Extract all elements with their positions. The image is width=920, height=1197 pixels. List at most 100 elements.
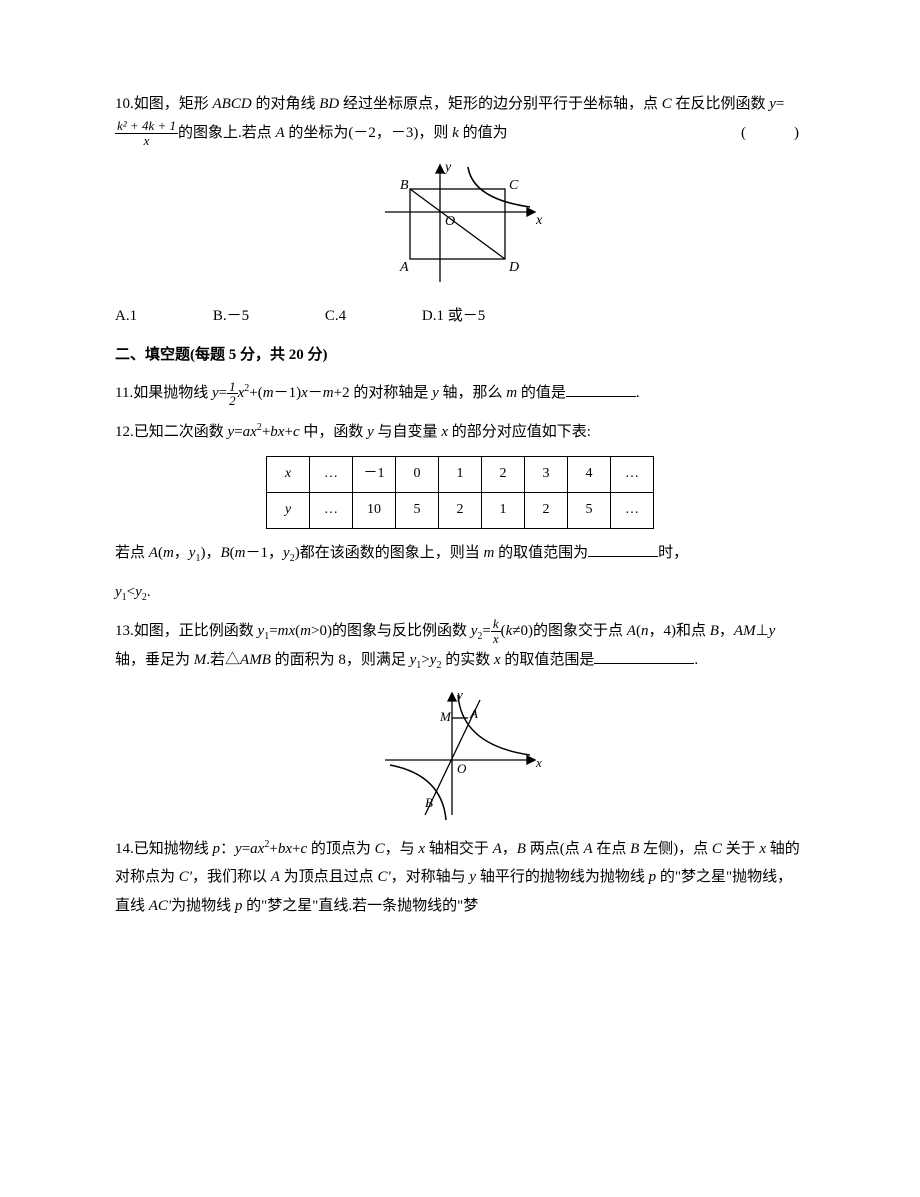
text: ，	[174, 545, 189, 561]
var: AMB	[240, 652, 271, 668]
var: y	[283, 545, 290, 561]
text: 的面积为 8，则满足	[271, 652, 410, 668]
blank	[566, 380, 636, 398]
var: C	[662, 96, 672, 112]
var: x	[494, 652, 501, 668]
label-y: y	[455, 687, 463, 702]
text: =	[482, 623, 490, 639]
var: A	[493, 841, 502, 857]
text: 为顶点且过点	[280, 869, 378, 885]
text: >	[421, 652, 429, 668]
var: m	[163, 545, 174, 561]
var: C	[375, 841, 385, 857]
text: >0)的图象与反比例函数	[311, 623, 471, 639]
text: ，	[719, 623, 734, 639]
var: p	[649, 869, 657, 885]
text: =	[242, 841, 250, 857]
var: C'	[179, 869, 192, 885]
label-y: y	[443, 160, 452, 175]
text: ：	[220, 841, 235, 857]
var: B	[220, 545, 229, 561]
var: y	[432, 385, 439, 401]
q11: 11.如果抛物线 y=12x2+(m－1)x－m+2 的对称轴是 y 轴，那么 …	[115, 379, 805, 408]
var: AC'	[149, 898, 171, 914]
text: 轴平行的抛物线为抛物线	[476, 869, 649, 885]
text: 的值是	[517, 385, 566, 401]
text: +	[284, 424, 292, 440]
text: +	[269, 841, 277, 857]
var: B	[710, 623, 719, 639]
var: mx	[278, 623, 296, 639]
var: ABCD	[213, 96, 252, 112]
text: －1	[246, 545, 269, 561]
q12-table: x…－101234… y…1052125…	[266, 456, 654, 528]
label-D: D	[508, 260, 519, 275]
text: ，	[268, 545, 283, 561]
text: ，与	[385, 841, 419, 857]
var: m	[506, 385, 517, 401]
text: 的对角线	[252, 96, 320, 112]
var: m	[300, 623, 311, 639]
choice-a: A.1	[115, 302, 137, 331]
text: 两点(点	[526, 841, 584, 857]
text: 的部分对应值如下表:	[448, 424, 591, 440]
q10-choices: A.1 B.－5 C.4 D.1 或－5	[115, 302, 805, 331]
q13-figure: M A O B x y	[115, 685, 805, 825]
text: 10.如图，矩形	[115, 96, 213, 112]
var: M	[194, 652, 207, 668]
var: BD	[319, 96, 339, 112]
var: k	[452, 125, 459, 141]
var: A	[627, 623, 636, 639]
var: C'	[377, 869, 390, 885]
text: 的图象上.若点	[178, 125, 276, 141]
blank	[594, 646, 694, 664]
var: m	[235, 545, 246, 561]
text: 与自变量	[374, 424, 442, 440]
blank	[588, 539, 658, 557]
text: －	[308, 385, 323, 401]
text: 经过坐标原点，矩形的边分别平行于坐标轴，点	[339, 96, 662, 112]
var: A	[583, 841, 592, 857]
text: ，	[502, 841, 517, 857]
q13: 13.如图，正比例函数 y1=mx(m>0)的图象与反比例函数 y2=kx(k≠…	[115, 617, 805, 675]
var: y	[769, 623, 776, 639]
q14: 14.已知抛物线 p：y=ax2+bx+c 的顶点为 C，与 x 轴相交于 A，…	[115, 835, 805, 921]
text: 在点	[593, 841, 631, 857]
text: <	[127, 584, 135, 600]
q10: 10.如图，矩形 ABCD 的对角线 BD 经过坐标原点，矩形的边分别平行于坐标…	[115, 90, 805, 147]
text: 的坐标为(－2，－3)，则	[285, 125, 453, 141]
text: ，对称轴与	[391, 869, 470, 885]
var: B	[517, 841, 526, 857]
text: 轴，那么	[439, 385, 507, 401]
text: 的取值范围为	[494, 545, 588, 561]
section-2-heading: 二、填空题(每题 5 分，共 20 分)	[115, 341, 805, 370]
fraction: k² + 4k + 1x	[115, 119, 178, 147]
text: .	[636, 385, 640, 401]
var: m	[263, 385, 274, 401]
var: A	[276, 125, 285, 141]
text: .	[147, 584, 151, 600]
text: 14.已知抛物线	[115, 841, 213, 857]
text: ，	[205, 545, 220, 561]
var: y	[235, 841, 242, 857]
label-M: M	[439, 709, 452, 724]
text: +2 的对称轴是	[334, 385, 432, 401]
fraction: kx	[491, 617, 501, 645]
var: c	[293, 424, 300, 440]
label-x: x	[535, 755, 542, 770]
text: 的值为	[459, 125, 508, 141]
var: y	[212, 385, 219, 401]
q12-line3: y1<y2.	[115, 578, 805, 607]
text: 若点	[115, 545, 149, 561]
text: 关于	[722, 841, 760, 857]
text: 的顶点为	[307, 841, 375, 857]
text: 的实数	[441, 652, 494, 668]
text: 都在该函数的图象上，则当	[300, 545, 484, 561]
text: 左侧)，点	[639, 841, 712, 857]
text: ，我们称以	[192, 869, 271, 885]
answer-paren: ( )	[741, 119, 805, 148]
text: 在反比例函数	[672, 96, 770, 112]
var: y	[115, 584, 122, 600]
text: 的"梦之星"直线.若一条抛物线的"梦	[242, 898, 478, 914]
label-C: C	[509, 178, 519, 193]
